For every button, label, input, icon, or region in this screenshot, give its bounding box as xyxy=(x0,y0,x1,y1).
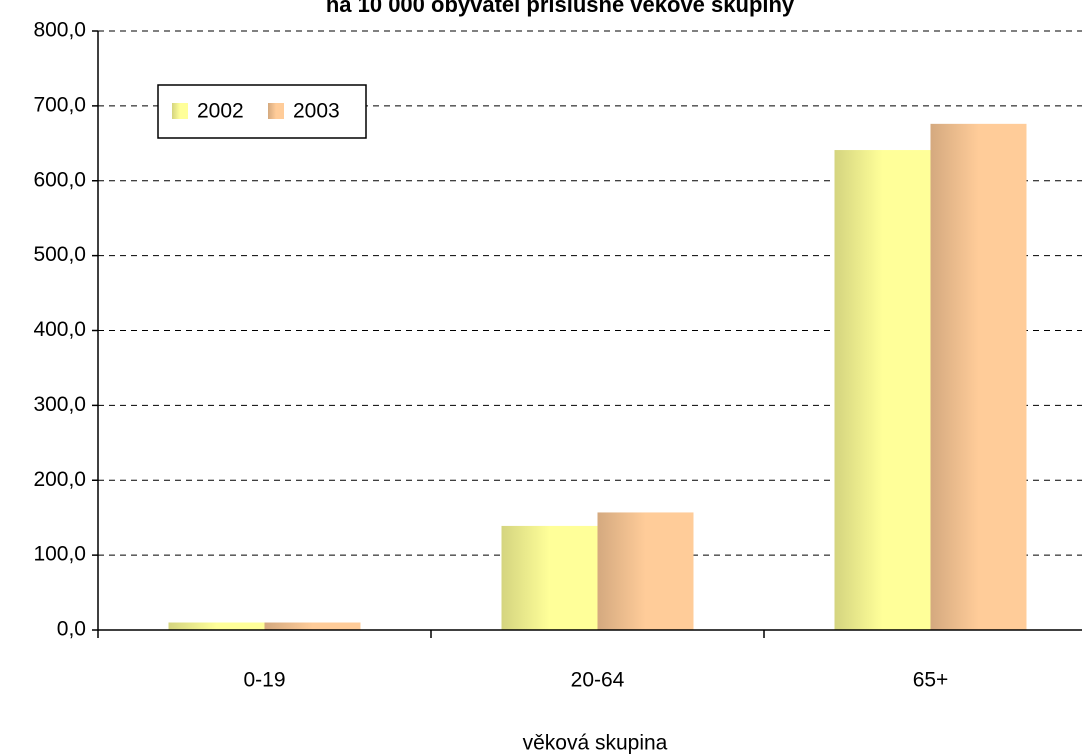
bar xyxy=(834,150,931,630)
bar xyxy=(597,512,694,630)
y-tick-label: 200,0 xyxy=(33,468,86,491)
bar xyxy=(930,123,1027,630)
y-tick-label: 500,0 xyxy=(33,243,86,266)
legend-box xyxy=(157,84,367,139)
legend-label: 2002 xyxy=(197,100,244,123)
x-tick-label: 65+ xyxy=(913,669,949,692)
legend-swatch xyxy=(172,103,188,119)
x-tick-label: 20-64 xyxy=(571,669,625,692)
x-tick-label: 0-19 xyxy=(243,669,285,692)
y-tick-label: 600,0 xyxy=(33,168,86,191)
bar xyxy=(168,622,265,630)
chart-title: na 10 000 obyvatel příslušné věkové skup… xyxy=(326,0,795,17)
y-tick-label: 400,0 xyxy=(33,318,86,341)
y-tick-label: 800,0 xyxy=(33,19,86,42)
y-tick-label: 0,0 xyxy=(57,618,86,641)
y-tick-label: 300,0 xyxy=(33,393,86,416)
y-tick-label: 700,0 xyxy=(33,93,86,116)
bar xyxy=(501,525,598,630)
legend-label: 2003 xyxy=(293,100,340,123)
y-tick-label: 100,0 xyxy=(33,543,86,566)
x-axis-label: věková skupina xyxy=(523,732,668,755)
bar xyxy=(264,622,361,630)
legend-swatch xyxy=(268,103,284,119)
